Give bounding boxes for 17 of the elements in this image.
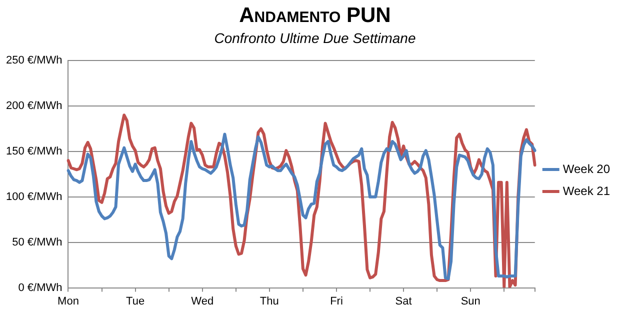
chart-subtitle: Confronto Ultime Due Settimane — [213, 30, 417, 48]
x-tick-label: Sat — [395, 295, 412, 308]
y-tick-label: 50 €/MWh — [12, 236, 62, 248]
y-tick-label: 250 €/MWh — [6, 54, 62, 67]
x-tick-label: Sun — [460, 295, 480, 308]
x-tick-label: Thu — [260, 295, 279, 308]
legend-label: Week 20 — [562, 162, 610, 176]
y-tick-label: 100 €/MWh — [6, 190, 62, 203]
y-tick-label: 150 €/MWh — [6, 146, 62, 158]
x-tick-label: Fri — [330, 295, 343, 308]
legend-label: Week 21 — [562, 184, 610, 198]
y-tick-label: 0 €/MWh — [18, 282, 62, 294]
x-tick-label: Wed — [191, 295, 214, 308]
x-tick-label: Tue — [126, 295, 145, 308]
chart-title: Andamento PUN — [238, 4, 392, 29]
x-tick-label: Mon — [58, 295, 79, 308]
y-tick-label: 200 €/MWh — [6, 100, 62, 112]
